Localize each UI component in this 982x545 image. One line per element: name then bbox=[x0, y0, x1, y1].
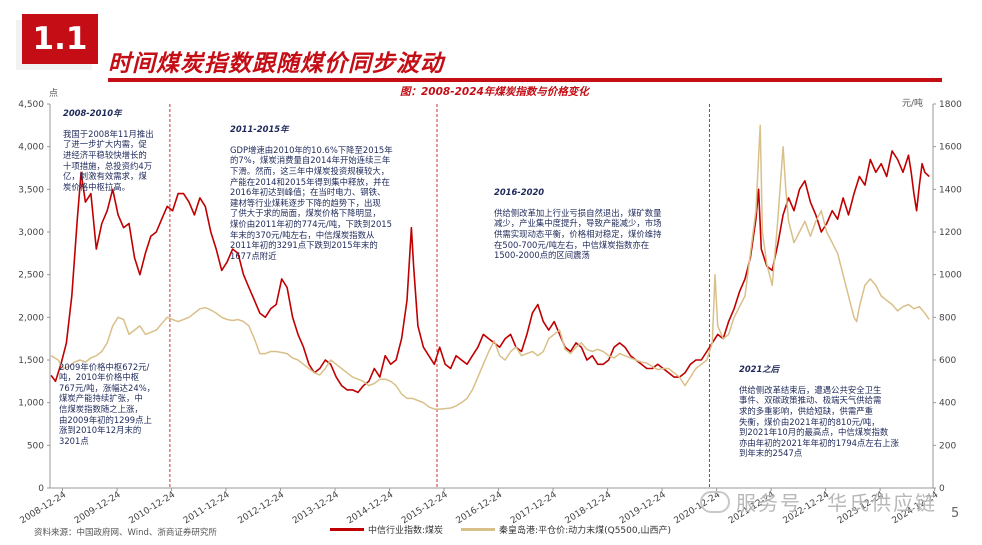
annotation-2008-2010: 2008-2010年 我国于2008年11月推出 了进一步扩大内需，促 进经济平… bbox=[63, 97, 154, 192]
left-tick-label: 3,000 bbox=[18, 228, 44, 238]
series-line-coal-price bbox=[50, 124, 930, 410]
left-axis-unit: 点 bbox=[49, 89, 59, 99]
right-tick-label: 600 bbox=[939, 356, 956, 366]
legend-item-index: 中信行业指数:煤炭 bbox=[330, 523, 443, 536]
annotation-title: 2016-2020 bbox=[494, 186, 545, 197]
annotation-text: 我国于2008年11月推出 了进一步扩大内需，促 进经济平稳较快增长的 十项措施… bbox=[63, 128, 154, 192]
right-tick-label: 1800 bbox=[939, 100, 962, 110]
annotation-title: 2011-2015年 bbox=[230, 123, 289, 134]
wechat-icon bbox=[700, 490, 730, 513]
x-tick-label: 2017-12-24 bbox=[509, 490, 559, 526]
legend-swatch-price bbox=[461, 528, 496, 531]
annotation-2011-2015: 2011-2015年 GDP增速由2010年的10.6%下降至2015年 的7%… bbox=[230, 113, 393, 261]
annotation-title: 2021之后 bbox=[739, 363, 780, 374]
annotation-text: 供给侧改革结束后，遭遇公共安全卫生 事件、双碳政策推动、极端天气供给需 求的多重… bbox=[739, 384, 899, 459]
legend-swatch-index bbox=[330, 528, 364, 531]
left-tick-label: 3,500 bbox=[18, 185, 44, 195]
x-tick-label: 2014-12-24 bbox=[346, 490, 396, 526]
annotation-2021-after: 2021之后 供给侧改革结束后，遭遇公共安全卫生 事件、双碳政策推动、极端天气供… bbox=[739, 353, 899, 459]
left-tick-label: 2,500 bbox=[18, 271, 44, 281]
x-tick-label: 2019-12-24 bbox=[618, 490, 668, 526]
left-tick-label: 4,000 bbox=[18, 143, 44, 153]
annotation-2016-2020: 2016-2020 供给侧改革加上行业亏损自然退出，煤矿数量 减少，产业集中度提… bbox=[494, 176, 662, 261]
left-tick-label: 0 bbox=[38, 484, 44, 494]
right-axis-unit: 元/吨 bbox=[902, 99, 924, 109]
section-badge: 1.1 bbox=[22, 14, 98, 64]
figure-title: 图：2008-2024年煤炭指数与价格变化 bbox=[400, 86, 589, 98]
x-tick-label: 2015-12-24 bbox=[400, 490, 450, 526]
x-tick-label: 2009-12-24 bbox=[73, 490, 123, 526]
right-tick-label: 400 bbox=[939, 399, 956, 409]
legend-label-price: 秦皇岛港:平仓价:动力末煤(Q5500,山西产) bbox=[499, 526, 671, 536]
annotation-text: 2009年价格中枢672元/ 吨，2010年价格中枢 767元/吨，涨幅达24%… bbox=[59, 361, 156, 446]
x-tick-label: 2018-12-24 bbox=[564, 490, 614, 526]
title-rule bbox=[108, 78, 942, 82]
right-tick-label: 1200 bbox=[939, 228, 962, 238]
annotation-title: 2008-2010年 bbox=[63, 107, 122, 118]
right-tick-label: 1000 bbox=[939, 271, 962, 281]
x-tick-label: 2010-12-24 bbox=[127, 490, 177, 526]
left-tick-label: 500 bbox=[27, 441, 44, 451]
annotation-text: 供给侧改革加上行业亏损自然退出，煤矿数量 减少，产业集中度提升，导致产能减少，市… bbox=[494, 207, 662, 261]
right-tick-label: 800 bbox=[939, 313, 956, 323]
page-number: 5 bbox=[951, 506, 960, 521]
series-line-coal-index bbox=[50, 150, 930, 394]
x-tick-label: 2016-12-24 bbox=[455, 490, 505, 526]
left-tick-label: 4,500 bbox=[18, 100, 44, 110]
left-tick-label: 1,000 bbox=[18, 399, 44, 409]
watermark-text: 服务号 · 华氏供应链 bbox=[736, 491, 938, 515]
left-tick-label: 2,000 bbox=[18, 313, 44, 323]
legend-item-price: 秦皇岛港:平仓价:动力末煤(Q5500,山西产) bbox=[461, 523, 671, 536]
source-note: 资料来源：中国政府网、Wind、浙商证券研究所 bbox=[34, 528, 217, 538]
annotation-2009-2010-price: 2009年价格中枢672元/ 吨，2010年价格中枢 767元/吨，涨幅达24%… bbox=[59, 351, 155, 446]
watermark: 服务号 · 华氏供应链 bbox=[700, 487, 937, 516]
x-tick-label: 2012-12-24 bbox=[236, 490, 286, 526]
x-tick-label: 2011-12-24 bbox=[182, 490, 232, 526]
chart-legend: 中信行业指数:煤炭 秦皇岛港:平仓价:动力末煤(Q5500,山西产) bbox=[330, 523, 671, 536]
x-tick-label: 2013-12-24 bbox=[291, 490, 341, 526]
right-tick-label: 0 bbox=[939, 484, 945, 494]
right-tick-label: 1600 bbox=[939, 143, 962, 153]
right-tick-label: 200 bbox=[939, 441, 956, 451]
x-tick-label: 2008-12-24 bbox=[18, 490, 68, 526]
left-tick-label: 1,500 bbox=[18, 356, 44, 366]
page-title: 时间煤炭指数跟随煤价同步波动 bbox=[108, 51, 444, 77]
right-tick-label: 1400 bbox=[939, 185, 962, 195]
annotation-text: GDP增速由2010年的10.6%下降至2015年 的7%，煤炭消费量自2014… bbox=[230, 144, 393, 261]
legend-label-index: 中信行业指数:煤炭 bbox=[368, 526, 444, 536]
